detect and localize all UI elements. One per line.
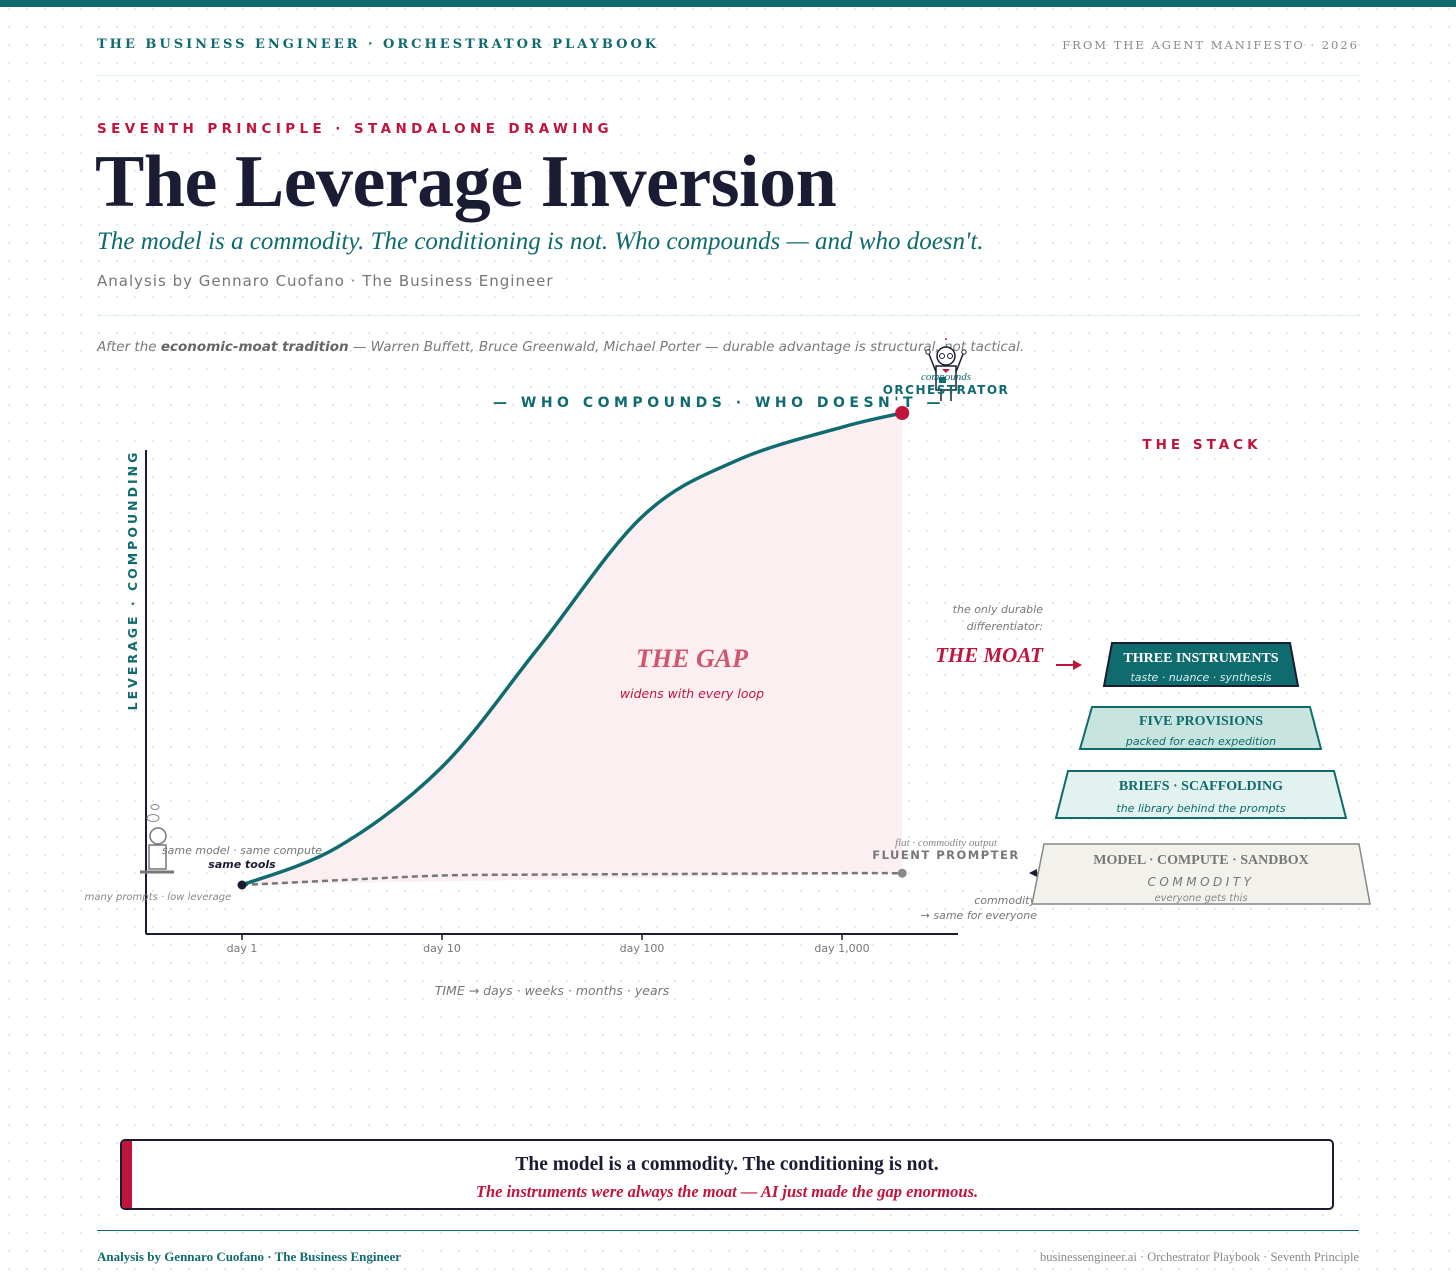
start-point — [237, 880, 247, 890]
x-tick-label: day 10 — [423, 942, 461, 955]
series — [237, 406, 910, 890]
start-note-bold: same tools — [208, 858, 276, 871]
stack-layer-five-provisions: FIVE PROVISIONS packed for each expediti… — [1078, 706, 1323, 750]
footer-source: businessengineer.ai · Orchestrator Playb… — [1039, 1250, 1359, 1264]
stack-layer-2-title: FIVE PROVISIONS — [1139, 714, 1263, 729]
commodity-note-1: commodity — [974, 894, 1036, 907]
x-ticks: day 1 day 10 day 100 day 1,000 — [227, 934, 870, 955]
stack-layer-1-title: THREE INSTRUMENTS — [1123, 651, 1278, 666]
thought-bubble-icon — [150, 804, 160, 810]
axes — [145, 450, 958, 935]
stack-layer-1-sub: taste · nuance · synthesis — [1130, 671, 1271, 684]
stack-layer-three-instruments: THREE INSTRUMENTS taste · nuance · synth… — [1102, 642, 1300, 687]
stack-title: THE STACK — [1142, 437, 1261, 453]
prompter-body-icon — [148, 844, 167, 870]
commodity-note-2: → same for everyone — [921, 909, 1038, 922]
note-prefix: After the — [97, 339, 161, 355]
conclusion-banner: The model is a commodity. The conditioni… — [120, 1139, 1334, 1210]
banner-accent — [122, 1141, 132, 1208]
x-tick-label: day 100 — [620, 942, 665, 955]
orchestrator-end-point — [895, 406, 910, 420]
stack-layer-briefs-scaffolding: BRIEFS · SCAFFOLDING the library behind … — [1054, 770, 1348, 819]
raised-arm-left-icon — [928, 353, 937, 373]
stack-layer-model-compute-sandbox: MODEL · COMPUTE · SANDBOX COMMODITY ever… — [1031, 843, 1371, 905]
orchestrator-caption: compounds — [921, 371, 971, 383]
header-divider — [97, 75, 1359, 76]
subtitle: The model is a commodity. The conditioni… — [97, 228, 984, 255]
header-source: FROM THE AGENT MANIFESTO · 2026 — [1062, 38, 1359, 52]
x-axis-label: TIME → days · weeks · months · years — [435, 983, 670, 998]
start-note-top: same model · same compute — [162, 844, 322, 857]
orchestrator-figure — [925, 338, 967, 401]
x-tick-label: day 1 — [227, 942, 258, 955]
moat-arrow-icon — [1056, 660, 1082, 670]
y-axis-label: LEVERAGE · COMPOUNDING — [125, 450, 140, 711]
glasses-icon — [939, 353, 945, 359]
orchestrator-head-icon — [936, 346, 956, 366]
prompter-head-icon — [149, 827, 167, 845]
note-suffix: — Warren Buffett, Bruce Greenwald, Micha… — [348, 339, 1025, 355]
stack-layer-4-sub: everyone gets this — [1154, 893, 1247, 904]
moat-note-1: the only durable — [953, 603, 1044, 616]
prompter-caption: flat · commodity output — [895, 837, 998, 849]
intro-divider — [97, 315, 1359, 316]
kicker: SEVENTH PRINCIPLE · STANDALONE DRAWING — [97, 121, 613, 137]
prompter-figure — [140, 804, 174, 874]
page-title: The Leverage Inversion — [95, 141, 837, 223]
orchestrator-line — [240, 411, 904, 887]
moat-label: THE MOAT — [935, 643, 1044, 667]
banner-sub: The instruments were always the moat — A… — [475, 1182, 979, 1201]
footer-divider — [97, 1230, 1359, 1231]
gap-area — [242, 413, 903, 885]
start-note-bottom: many prompts · low leverage — [85, 892, 232, 903]
stack-layer-4-title: MODEL · COMPUTE · SANDBOX — [1093, 853, 1308, 868]
moat-tradition-note: After the economic-moat tradition — Warr… — [97, 339, 1024, 355]
stack-layer-3-title: BRIEFS · SCAFFOLDING — [1119, 779, 1283, 794]
gap-area-layer — [242, 413, 903, 885]
top-accent-bar — [0, 0, 1456, 7]
moat-note-2: differentiator: — [967, 620, 1043, 633]
stack-layer-3-sub: the library behind the prompts — [1116, 802, 1285, 815]
stack-layer-2-sub: packed for each expedition — [1125, 735, 1276, 748]
fluent-prompter-line — [241, 871, 903, 887]
gap-title: THE GAP — [636, 644, 749, 673]
byline: Analysis by Gennaro Cuofano · The Busine… — [97, 272, 554, 290]
header-brand: THE BUSINESS ENGINEER · ORCHESTRATOR PLA… — [97, 37, 660, 52]
banner-main: The model is a commodity. The conditioni… — [515, 1154, 939, 1175]
chart-title: — WHO COMPOUNDS · WHO DOESN'T — — [493, 395, 945, 411]
prompter-label: FLUENT PROMPTER — [872, 848, 1019, 862]
stack-layer-4-mid: COMMODITY — [1148, 875, 1255, 889]
footer-credit: Analysis by Gennaro Cuofano · The Busine… — [97, 1249, 402, 1264]
prompter-end-point — [897, 868, 907, 878]
gap-subtitle: widens with every loop — [620, 686, 764, 701]
x-tick-label: day 1,000 — [814, 942, 869, 955]
orchestrator-label: ORCHESTRATOR — [883, 383, 1010, 397]
note-bold: economic-moat tradition — [160, 339, 349, 355]
